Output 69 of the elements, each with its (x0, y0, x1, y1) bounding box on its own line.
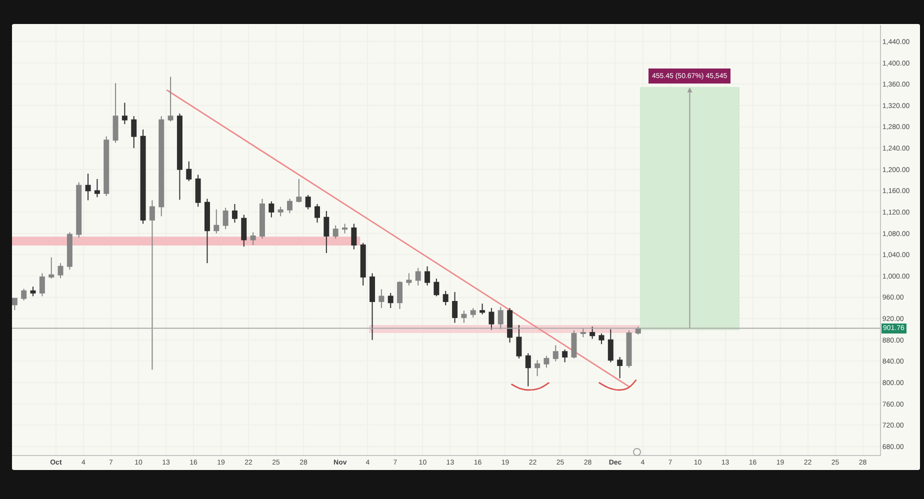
candlestick (287, 198, 292, 214)
candlestick (58, 262, 64, 279)
candlestick (378, 288, 384, 308)
candlestick (571, 330, 577, 360)
candlestick (424, 266, 430, 286)
candlestick (552, 344, 558, 362)
line-series (510, 382, 550, 391)
candlestick (259, 198, 265, 240)
candlestick (351, 223, 357, 250)
candlestick (66, 232, 72, 270)
candlestick (480, 303, 486, 315)
candlestick (85, 173, 91, 201)
candlestick (296, 178, 302, 203)
candlestick (241, 214, 247, 248)
candlestick (76, 182, 82, 238)
candlestick (590, 326, 596, 340)
candlestick (470, 307, 476, 318)
candlestick (131, 116, 137, 149)
candlestick (176, 112, 182, 200)
candlestick (112, 82, 118, 144)
candlestick (140, 128, 146, 224)
candlestick (388, 292, 394, 308)
candlestick (342, 223, 348, 234)
candlestick (214, 208, 220, 234)
candlestick (406, 272, 412, 286)
candlestick (370, 272, 376, 340)
candlestick (415, 267, 421, 286)
candlestick (21, 288, 27, 301)
candlestick (442, 290, 448, 306)
candlestick (332, 224, 338, 240)
candlestick (608, 328, 614, 363)
candlestick (268, 200, 274, 218)
candlestick (278, 206, 284, 217)
candlestick (195, 174, 201, 208)
candlestick (534, 360, 540, 377)
candlestick (324, 210, 330, 254)
candlestick (488, 307, 494, 330)
candlestick (516, 324, 522, 360)
candlestick (94, 178, 100, 198)
candlestick (314, 204, 320, 224)
candlestick (544, 355, 550, 368)
candlestick (452, 291, 458, 324)
candlestick (617, 356, 623, 379)
candlestick (149, 200, 155, 370)
candlestick (498, 306, 504, 330)
candlestick (250, 232, 256, 246)
candlestick (48, 256, 54, 280)
candlestick (232, 204, 238, 224)
candlestick (39, 272, 45, 297)
candlestick (158, 116, 164, 217)
candlestick (598, 333, 604, 345)
candlestick (204, 198, 210, 264)
candlestick (507, 307, 513, 344)
candlestick (580, 328, 586, 338)
candlestick (168, 76, 174, 122)
candlestick (434, 278, 440, 297)
candlestick (360, 242, 366, 286)
candlestick (222, 207, 228, 230)
candlestick (186, 160, 192, 182)
candlestick (461, 310, 467, 324)
candlestick (397, 280, 403, 310)
candlestick (525, 352, 531, 387)
candlestick (12, 298, 18, 311)
candlestick (30, 286, 36, 297)
candlestick (626, 330, 632, 368)
candlestick (562, 349, 568, 363)
candlestick (122, 102, 128, 125)
candlestick (104, 136, 110, 197)
candlestick (305, 194, 311, 210)
